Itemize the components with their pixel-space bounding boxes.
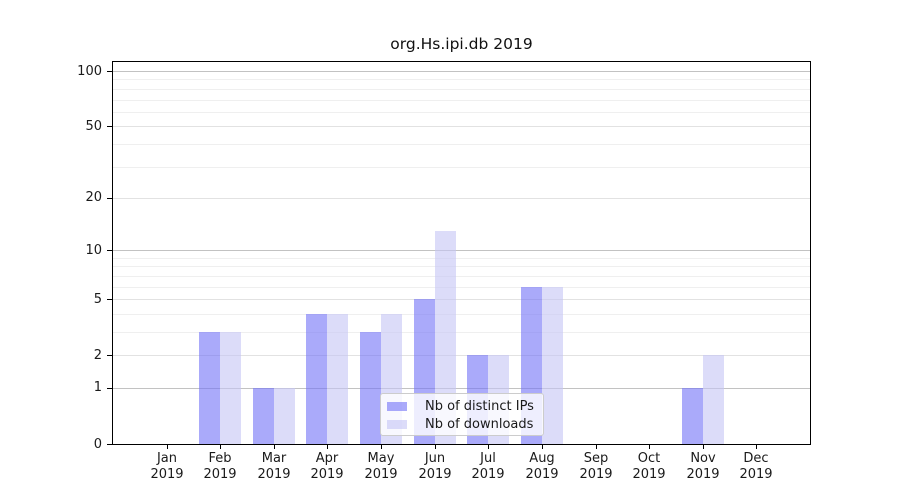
x-tick-label-feb: Feb 2019	[203, 451, 237, 482]
bar-distinct-ips-may	[360, 331, 382, 444]
gridline-y-20	[113, 198, 810, 199]
gridline-y-4	[113, 314, 810, 315]
bar-downloads-aug	[541, 286, 563, 444]
x-tick-label-jun: Jun 2019	[418, 451, 452, 482]
gridline-y-9	[113, 258, 810, 259]
x-tick-label-nov: Nov 2019	[686, 451, 720, 482]
gridline-y-70	[113, 100, 810, 101]
bar-downloads-jun	[434, 230, 456, 444]
gridline-y-2	[113, 355, 810, 356]
y-tick-label-5: 5	[93, 292, 102, 307]
y-tick-label-10: 10	[85, 243, 102, 258]
x-tick-jan	[167, 444, 168, 449]
gridline-y-7	[113, 276, 810, 277]
x-tick-apr	[327, 444, 328, 449]
legend-swatch-distinct-ips-icon	[387, 402, 407, 412]
x-tick-label-apr: Apr 2019	[310, 451, 344, 482]
gridline-y-1	[113, 388, 810, 389]
x-tick-label-dec: Dec 2019	[739, 451, 773, 482]
y-tick-label-20: 20	[85, 190, 102, 205]
x-tick-feb	[220, 444, 221, 449]
gridline-y-40	[113, 144, 810, 145]
x-tick-label-jul: Jul 2019	[471, 451, 505, 482]
y-tick-label-2: 2	[93, 348, 102, 363]
legend-label-downloads: Nb of downloads	[425, 416, 534, 432]
bar-downloads-apr	[327, 313, 349, 444]
bar-downloads-feb	[220, 331, 242, 444]
bar-downloads-nov	[702, 355, 724, 444]
gridline-y-5	[113, 299, 810, 300]
gridline-y-6	[113, 287, 810, 288]
x-tick-aug	[542, 444, 543, 449]
bar-distinct-ips-feb	[199, 331, 221, 444]
gridline-y-100	[113, 71, 810, 72]
x-tick-sep	[596, 444, 597, 449]
y-tick-label-50: 50	[85, 119, 102, 134]
y-tick-0	[107, 444, 113, 445]
y-tick-20	[107, 198, 113, 199]
x-tick-label-aug: Aug 2019	[525, 451, 559, 482]
legend-item-downloads: Nb of downloads	[387, 416, 537, 433]
x-tick-mar	[274, 444, 275, 449]
legend: Nb of distinct IPs Nb of downloads	[380, 393, 544, 436]
chart-title: org.Hs.ipi.db 2019	[390, 35, 533, 53]
gridline-y-90	[113, 79, 810, 80]
x-tick-label-jan: Jan 2019	[150, 451, 184, 482]
x-tick-label-oct: Oct 2019	[632, 451, 666, 482]
legend-label-distinct-ips: Nb of distinct IPs	[425, 399, 534, 415]
gridline-y-8	[113, 266, 810, 267]
x-tick-dec	[756, 444, 757, 449]
bar-distinct-ips-apr	[306, 313, 328, 444]
gridline-y-80	[113, 89, 810, 90]
gridline-y-3	[113, 332, 810, 333]
bar-downloads-mar	[273, 387, 295, 444]
y-tick-2	[107, 355, 113, 356]
y-tick-10	[107, 250, 113, 251]
x-tick-jul	[488, 444, 489, 449]
legend-item-distinct-ips: Nb of distinct IPs	[387, 398, 537, 415]
bar-distinct-ips-nov	[681, 387, 703, 444]
y-tick-5	[107, 299, 113, 300]
x-tick-label-may: May 2019	[364, 451, 398, 482]
y-tick-100	[107, 71, 113, 72]
gridline-y-10	[113, 250, 810, 251]
x-tick-may	[381, 444, 382, 449]
gridline-y-30	[113, 167, 810, 168]
y-tick-50	[107, 126, 113, 127]
x-tick-oct	[649, 444, 650, 449]
gridline-y-50	[113, 126, 810, 127]
gridline-y-60	[113, 112, 810, 113]
x-tick-label-mar: Mar 2019	[257, 451, 291, 482]
y-tick-label-100: 100	[77, 64, 102, 79]
bar-distinct-ips-mar	[252, 387, 274, 444]
x-tick-jun	[435, 444, 436, 449]
y-tick-1	[107, 388, 113, 389]
x-tick-label-sep: Sep 2019	[579, 451, 613, 482]
y-tick-label-0: 0	[93, 437, 102, 452]
y-tick-label-1: 1	[93, 380, 102, 395]
legend-swatch-downloads-icon	[387, 419, 407, 429]
x-tick-nov	[703, 444, 704, 449]
